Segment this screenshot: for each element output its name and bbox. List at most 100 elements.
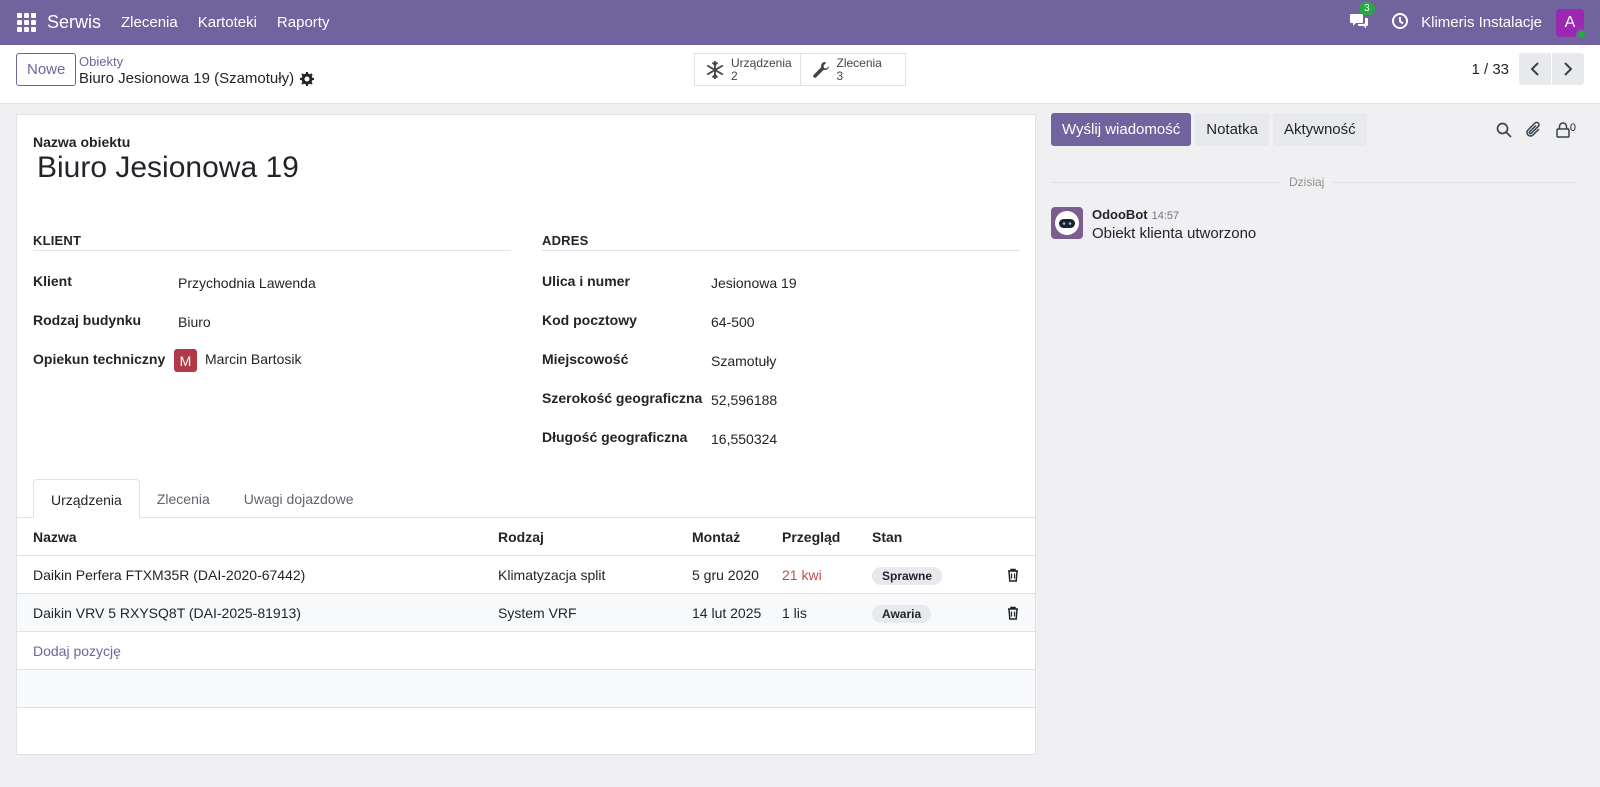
- app-name[interactable]: Serwis: [47, 12, 102, 32]
- table-row[interactable]: Daikin Perfera FTXM35R (DAI-2020-67442) …: [17, 556, 1035, 594]
- client-group-title: KLIENT: [33, 233, 511, 251]
- inspection-date-cell: 1 lis: [782, 605, 807, 621]
- column-header-montaz[interactable]: Montaż: [692, 529, 741, 545]
- menu-item-raporty[interactable]: Raporty: [276, 14, 330, 31]
- building-type-label: Rodzaj budynku: [33, 312, 142, 328]
- pager-next-button[interactable]: [1552, 53, 1584, 85]
- technician-avatar: M: [174, 349, 197, 372]
- tab-zlecenia[interactable]: Zlecenia: [156, 491, 210, 507]
- smart-button-label: Urządzenia: [731, 55, 792, 70]
- object-name-label: Nazwa obiektu: [33, 134, 131, 150]
- log-note-button[interactable]: Notatka: [1195, 113, 1269, 146]
- menu-item-zlecenia[interactable]: Zlecenia: [121, 14, 178, 31]
- clock-icon: [1392, 13, 1409, 29]
- column-header-przeglad[interactable]: Przegląd: [782, 529, 841, 545]
- user-lock-icon: [1556, 122, 1570, 138]
- device-type-cell: Klimatyzacja split: [498, 567, 606, 583]
- chatter-message: OdooBot 14:57 Obiekt klienta utworzono: [1051, 207, 1256, 242]
- devices-table: Nazwa Rodzaj Montaż Przegląd Stan Daikin…: [17, 518, 1035, 708]
- status-badge: Awaria: [872, 605, 932, 623]
- user-avatar[interactable]: A: [1556, 8, 1587, 40]
- table-header: Nazwa Rodzaj Montaż Przegląd Stan: [17, 518, 1035, 556]
- odoobot-icon: [1055, 211, 1079, 235]
- activity-button[interactable]: [1391, 12, 1409, 33]
- company-switcher[interactable]: Klimeris Instalacje: [1421, 14, 1542, 31]
- pager-value[interactable]: 1 / 33: [1471, 60, 1509, 78]
- column-header-stan[interactable]: Stan: [872, 529, 903, 545]
- device-type-cell: System VRF: [498, 605, 577, 621]
- technician-name: Marcin Bartosik: [205, 351, 302, 368]
- technician-field[interactable]: M Marcin Bartosik: [174, 349, 301, 372]
- street-field[interactable]: Jesionowa 19: [711, 275, 797, 291]
- apps-menu-icon[interactable]: [17, 12, 37, 33]
- chat-bubbles-icon: [1350, 14, 1369, 29]
- date-separator: Dzisiaj: [1051, 175, 1576, 189]
- search-icon[interactable]: [1496, 122, 1512, 138]
- odoobot-avatar[interactable]: [1051, 207, 1083, 239]
- longitude-label: Długość geograficzna: [542, 429, 688, 445]
- latitude-label: Szerokość geograficzna: [542, 390, 703, 406]
- top-navbar: Serwis Zlecenia Kartoteki Raporty 3 Klim…: [0, 0, 1600, 45]
- message-time: 14:57: [1151, 210, 1180, 222]
- column-header-nazwa[interactable]: Nazwa: [33, 529, 77, 545]
- tab-urzadzenia[interactable]: Urządzenia: [33, 479, 140, 518]
- postal-code-field[interactable]: 64-500: [711, 314, 755, 330]
- activity-button[interactable]: Aktywność: [1272, 113, 1367, 146]
- follower-count: 0: [1569, 122, 1576, 134]
- add-line-link[interactable]: Dodaj pozycję: [33, 643, 121, 659]
- date-separator-label: Dzisiaj: [1281, 175, 1333, 189]
- postal-code-label: Kod pocztowy: [542, 312, 637, 328]
- device-name-cell: Daikin VRV 5 RXYSQ8T (DAI-2025-81913): [33, 605, 301, 621]
- chatter-toolbar: 0: [1496, 121, 1576, 139]
- tab-uwagi-dojazdowe[interactable]: Uwagi dojazdowe: [243, 491, 354, 507]
- empty-row: [17, 670, 1035, 708]
- user-initial: A: [1564, 13, 1576, 31]
- status-cell: Sprawne: [872, 567, 943, 585]
- trash-icon[interactable]: [1007, 606, 1019, 620]
- control-panel: Nowe Obiekty Biuro Jesionowa 19 (Szamotu…: [0, 45, 1600, 104]
- message-text: Obiekt klienta utworzono: [1092, 225, 1257, 242]
- menu-item-kartoteki[interactable]: Kartoteki: [197, 14, 257, 31]
- wrench-icon: [812, 61, 829, 78]
- chevron-left-icon: [1530, 62, 1539, 76]
- longitude-field[interactable]: 16,550324: [711, 431, 778, 447]
- city-label: Miejscowość: [542, 351, 629, 367]
- chatter-actions: Wyślij wiadomość Notatka Aktywność: [1051, 113, 1367, 146]
- smart-button-urzadzenia[interactable]: Urządzenia 2: [695, 54, 800, 85]
- pager: 1 / 33: [1471, 53, 1584, 85]
- new-record-button[interactable]: Nowe: [16, 53, 77, 86]
- city-field[interactable]: Szamotuły: [711, 353, 777, 369]
- messaging-button[interactable]: 3: [1349, 2, 1375, 33]
- client-field[interactable]: Przychodnia Lawenda: [178, 275, 316, 291]
- snowflake-icon: [706, 60, 724, 79]
- gear-icon[interactable]: [300, 71, 315, 86]
- smart-button-count: 3: [836, 68, 844, 83]
- smart-button-zlecenia[interactable]: Zlecenia 3: [799, 54, 906, 85]
- breadcrumb-current-label: Biuro Jesionowa 19 (Szamotuły): [79, 70, 295, 87]
- inspection-date-cell: 21 kwi: [782, 567, 822, 583]
- device-name-cell: Daikin Perfera FTXM35R (DAI-2020-67442): [33, 567, 306, 583]
- message-author[interactable]: OdooBot: [1092, 207, 1148, 222]
- technician-label: Opiekun techniczny: [33, 351, 166, 367]
- breadcrumb-parent[interactable]: Obiekty: [79, 54, 124, 69]
- send-message-button[interactable]: Wyślij wiadomość: [1051, 113, 1192, 146]
- notebook-tabs: Urządzenia Zlecenia Uwagi dojazdowe: [33, 479, 370, 518]
- installation-date-cell: 5 gru 2020: [692, 567, 759, 583]
- street-label: Ulica i numer: [542, 273, 630, 289]
- smart-button-count: 2: [731, 68, 738, 83]
- object-name-field[interactable]: Biuro Jesionowa 19: [37, 151, 299, 184]
- building-type-field[interactable]: Biuro: [178, 314, 211, 330]
- form-sheet: Nazwa obiektu Biuro Jesionowa 19 KLIENT …: [16, 114, 1036, 755]
- paperclip-icon[interactable]: [1526, 121, 1542, 139]
- tabs-divider: [17, 517, 1035, 518]
- latitude-field[interactable]: 52,596188: [711, 392, 778, 408]
- pager-previous-button[interactable]: [1519, 53, 1551, 85]
- table-row[interactable]: Daikin VRV 5 RXYSQ8T (DAI-2025-81913) Sy…: [17, 594, 1035, 632]
- trash-icon[interactable]: [1007, 568, 1019, 582]
- column-header-rodzaj[interactable]: Rodzaj: [498, 529, 544, 545]
- followers-button[interactable]: 0: [1556, 122, 1576, 138]
- client-label: Klient: [33, 273, 72, 289]
- chat-count-badge: 3: [1359, 2, 1375, 15]
- online-status-dot: [1576, 28, 1587, 40]
- add-line-row: Dodaj pozycję: [17, 632, 1035, 670]
